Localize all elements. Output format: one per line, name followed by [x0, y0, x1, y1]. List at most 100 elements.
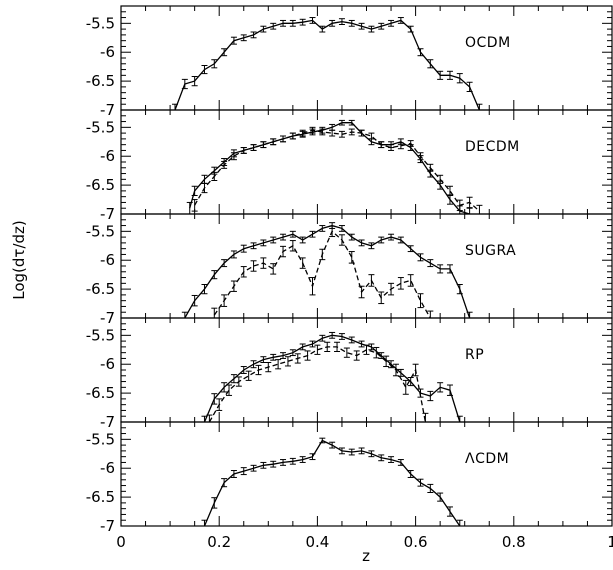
error-bar [358, 447, 365, 455]
error-bar [309, 126, 316, 134]
error-bar [211, 59, 218, 69]
error-bar [191, 75, 198, 87]
error-bar [319, 248, 326, 261]
error-bar [240, 266, 247, 278]
series-line [194, 129, 480, 212]
x-tick-label: 0.6 [404, 533, 428, 551]
error-bar [230, 152, 237, 161]
error-bar [412, 363, 419, 377]
error-bar [260, 25, 267, 33]
y-tick-label: -5.5 [86, 430, 115, 448]
y-tick-label: -7 [100, 101, 115, 119]
error-bar [211, 307, 218, 318]
error-bar [250, 260, 257, 272]
error-bar [368, 132, 375, 140]
error-bar [201, 65, 208, 75]
error-bar [392, 363, 399, 377]
error-bar [289, 349, 296, 357]
error-bar [250, 464, 257, 472]
error-bar [280, 19, 287, 27]
error-bar [417, 253, 424, 262]
error-bar [319, 437, 326, 444]
error-bar [230, 250, 237, 259]
y-tick-label: -7 [100, 413, 115, 431]
y-tick-label: -7 [100, 517, 115, 535]
panel-frame [120, 317, 613, 423]
error-bar [181, 78, 188, 90]
error-bar [417, 152, 424, 161]
error-bar [407, 245, 414, 253]
error-bar [250, 144, 257, 151]
error-bar [270, 263, 277, 275]
error-bar [280, 135, 287, 143]
error-bar [446, 506, 453, 517]
error-bar [201, 182, 208, 194]
error-bar [211, 270, 218, 280]
error-bar [289, 132, 296, 140]
y-tick-label: -6.5 [86, 384, 115, 402]
error-bar [221, 478, 228, 488]
error-bar [206, 414, 213, 422]
panel-2: -7 -6.5 -6 -5.5 SUGRA [86, 213, 613, 327]
error-bar [329, 19, 336, 27]
error-bar [284, 356, 291, 367]
error-bar [456, 73, 463, 84]
error-bar [397, 142, 404, 150]
error-bar [388, 144, 395, 151]
error-bar [466, 81, 473, 93]
panel-label: ΛCDM [465, 451, 509, 467]
series-line [208, 346, 427, 422]
y-tick-label: -6 [100, 459, 115, 477]
error-bar [368, 343, 375, 351]
error-bar [260, 461, 267, 469]
error-bar [417, 48, 424, 57]
error-bar [446, 264, 453, 274]
error-bar [378, 22, 385, 30]
error-bar [427, 310, 434, 318]
error-bar [280, 459, 287, 466]
panel-frame [120, 421, 613, 527]
error-bar [437, 492, 444, 502]
panel-label: RP [465, 347, 484, 363]
error-bar [338, 119, 345, 126]
x-axis-label: z [362, 547, 370, 565]
error-bar [338, 333, 345, 340]
error-bar [289, 230, 296, 238]
error-bar [299, 18, 306, 26]
error-bar [407, 25, 414, 33]
series-line [213, 230, 431, 318]
error-bar [378, 291, 385, 305]
error-bar [407, 274, 414, 287]
error-bar [353, 350, 360, 361]
error-bar [260, 239, 267, 247]
y-tick-label: -6 [100, 355, 115, 373]
error-bar [270, 236, 277, 244]
error-bar [368, 242, 375, 250]
error-bar [314, 344, 321, 355]
error-bar [388, 19, 395, 27]
error-bar [309, 230, 316, 238]
error-bar [402, 379, 409, 395]
error-bar [437, 382, 444, 393]
error-bar [230, 470, 237, 478]
error-bar [456, 283, 463, 295]
error-bar [211, 393, 218, 405]
y-tick-label: -5.5 [86, 222, 115, 240]
error-bar [407, 470, 414, 478]
error-bar [216, 398, 223, 411]
error-bar [245, 370, 252, 381]
error-bar [427, 59, 434, 69]
error-bar [427, 259, 434, 268]
y-tick-label: -7 [100, 205, 115, 223]
x-tick-label: 1 [607, 533, 613, 551]
error-bar [397, 17, 404, 24]
error-bar [270, 138, 277, 146]
error-bar [250, 31, 257, 39]
error-bar [427, 163, 434, 172]
error-bar [270, 353, 277, 361]
error-bar [221, 294, 228, 307]
series-line [184, 224, 471, 318]
error-bar [388, 282, 395, 296]
error-bar [211, 497, 218, 509]
error-bar [309, 17, 316, 24]
